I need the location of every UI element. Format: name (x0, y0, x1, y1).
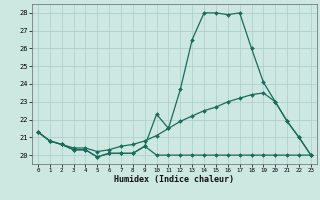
X-axis label: Humidex (Indice chaleur): Humidex (Indice chaleur) (115, 175, 234, 184)
